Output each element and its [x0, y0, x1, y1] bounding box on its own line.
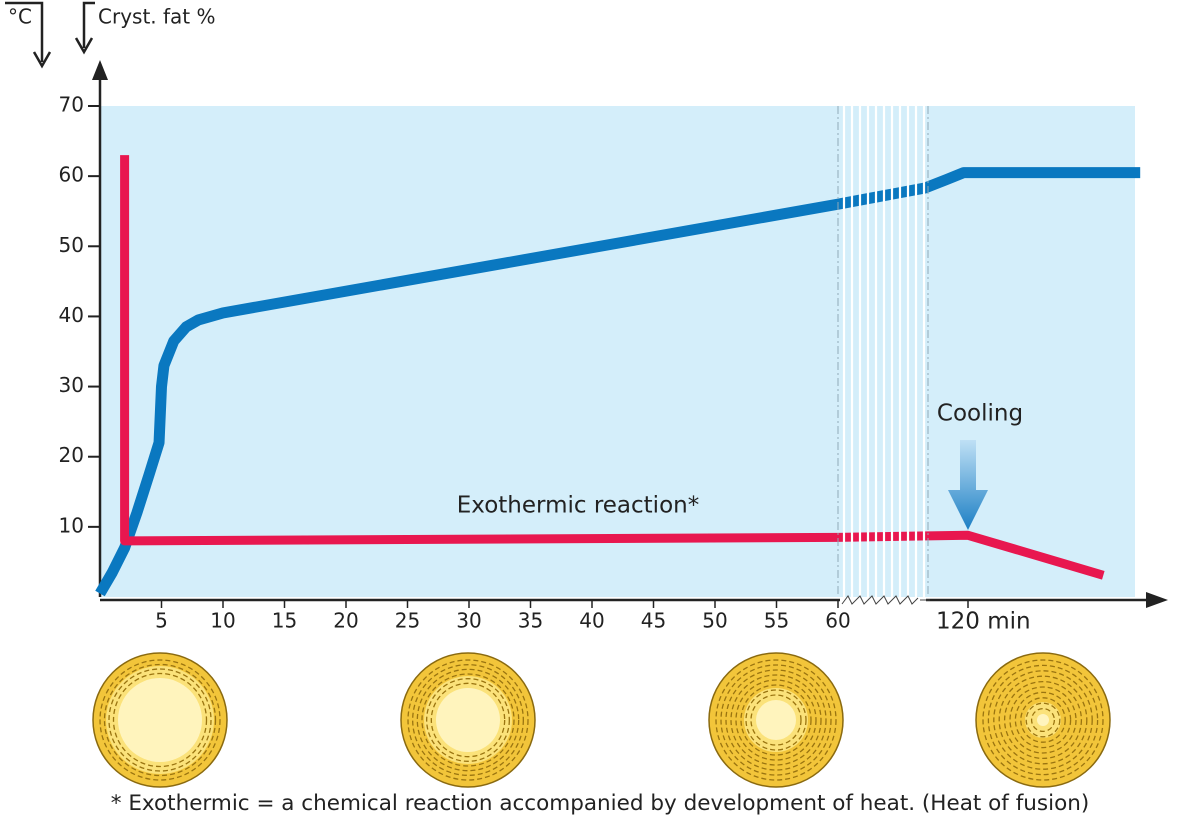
crystal-ring [725, 669, 827, 771]
crystal-ring [416, 668, 520, 772]
y-tick-label: 60 [59, 163, 84, 187]
annotation: Exothermic reaction* [457, 493, 699, 519]
crystal-ring [426, 678, 510, 762]
y-tick-label: 30 [59, 373, 84, 397]
crystal-ring [735, 679, 817, 761]
crystal-ring [750, 694, 802, 746]
crystal-ring [1009, 686, 1077, 754]
x-tick-label: 15 [272, 609, 297, 633]
x-tick-label: 45 [641, 609, 666, 633]
break-gap [840, 597, 926, 604]
crystal-ring [993, 670, 1093, 770]
crystal-core [1037, 714, 1049, 726]
crystal-ring [1014, 691, 1072, 749]
x-tick-label: 55 [764, 609, 789, 633]
y-tick-label: 50 [59, 233, 84, 257]
y-axis-label: Cryst. fat % [98, 5, 216, 29]
crystal-ring [715, 659, 837, 781]
crystal-illustrations [92, 652, 1111, 788]
y-tick-label: 40 [59, 303, 84, 327]
annotation: Cooling [937, 401, 1023, 427]
x-tick-label: 35 [518, 609, 543, 633]
x-tick-label: 10 [210, 609, 235, 633]
crystal-ring [745, 689, 807, 751]
crystal-ring [1020, 697, 1066, 743]
unit-bracket [74, 1, 95, 55]
x-tick-label: 30 [456, 609, 481, 633]
crystal-ring [987, 664, 1099, 776]
x-tick-label: 5 [155, 609, 168, 633]
crystal-ring [1030, 707, 1056, 733]
x-tick-label: 25 [395, 609, 420, 633]
crystal-ring [412, 664, 524, 776]
crystal-ring [998, 675, 1088, 765]
crystal-core [118, 678, 202, 762]
crystal-ring [421, 673, 515, 767]
crystal-ring [108, 668, 212, 772]
crystal-ring [112, 672, 208, 768]
plot-background [100, 106, 1135, 597]
break-zigzag [841, 595, 930, 605]
crystal-ring [1003, 680, 1083, 760]
x-tick-label: 20 [333, 609, 358, 633]
crystal-ring [740, 684, 812, 756]
crystal-ring [99, 659, 221, 781]
crystal-ring [982, 659, 1104, 781]
y-tick-label: 70 [59, 93, 84, 117]
crystal-core [436, 688, 500, 752]
crystal-ring [407, 659, 529, 781]
crystal-ring [1025, 702, 1061, 738]
unit-bracket [5, 1, 52, 69]
y-tick-label: 10 [59, 513, 84, 537]
footnote: * Exothermic = a chemical reaction accom… [111, 791, 1089, 816]
x-tick-label: 40 [579, 609, 604, 633]
cooling-arrow [948, 440, 988, 530]
crystal-ring [430, 682, 506, 758]
y-axis-arrow [92, 60, 108, 80]
y-axis-label: °C [8, 5, 32, 29]
data-line [120, 155, 1105, 580]
x-tick-label: 120 min [936, 609, 1031, 635]
y-tick-label: 20 [59, 443, 84, 467]
axes: °C Cryst. fat % [5, 1, 1168, 608]
data-line [95, 167, 1141, 597]
x-tick-label: 60 [825, 609, 850, 633]
x-axis-arrow [1146, 592, 1168, 608]
crystal-core [756, 700, 796, 740]
crystal-ring [103, 663, 217, 777]
x-tick-label: 50 [702, 609, 727, 633]
crystal-ring [730, 674, 822, 766]
crystal-ring [720, 664, 832, 776]
